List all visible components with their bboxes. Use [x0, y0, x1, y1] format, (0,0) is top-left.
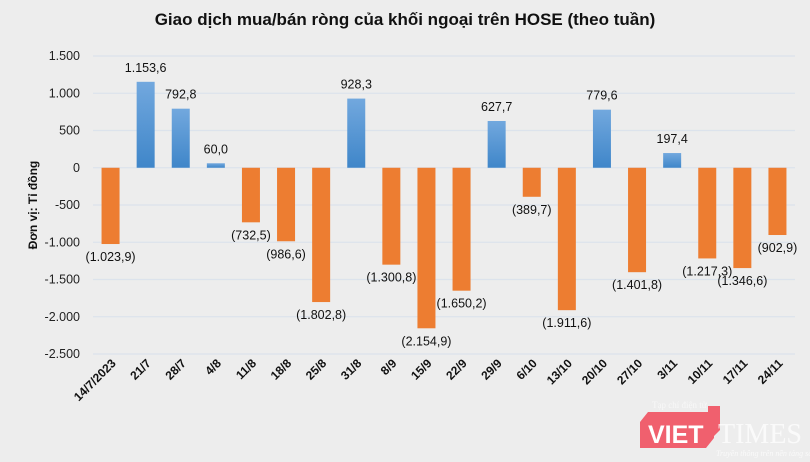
watermark-tagline-bottom: Truyền thông trên nền tảng số — [716, 449, 810, 458]
data-label: (986,6) — [266, 247, 306, 261]
data-label: 197,4 — [657, 132, 688, 146]
data-label: (2.154,9) — [401, 334, 451, 348]
bar — [241, 167, 260, 223]
x-tick-label: 28/7 — [162, 356, 189, 383]
data-label: (389,7) — [512, 203, 552, 217]
data-label: 928,3 — [341, 78, 372, 92]
x-tick-label: 6/10 — [513, 356, 540, 383]
y-axis-label: Đơn vị: Tỉ đồng — [26, 161, 40, 250]
y-tick-label: 1.000 — [49, 86, 80, 100]
data-label: (902,9) — [758, 241, 798, 255]
data-label: 1.153,6 — [125, 61, 167, 75]
bar — [101, 167, 120, 245]
y-tick-label: 1.500 — [49, 49, 80, 63]
bar — [487, 120, 506, 168]
data-label: (1.023,9) — [86, 250, 136, 264]
x-tick-label: 15/9 — [408, 356, 435, 383]
x-tick-label: 31/8 — [338, 356, 365, 383]
y-tick-label: 0 — [73, 161, 80, 175]
x-tick-label: 17/11 — [720, 356, 751, 387]
bar — [592, 109, 611, 168]
bar — [347, 98, 366, 168]
x-tick-label: 20/10 — [579, 356, 610, 387]
data-label: (1.217,3) — [682, 264, 732, 278]
x-tick-label: 13/10 — [544, 356, 575, 387]
data-label: 792,8 — [165, 88, 196, 102]
y-tick-label: -2.000 — [45, 310, 80, 324]
data-label: (1.802,8) — [296, 308, 346, 322]
bar — [733, 167, 752, 269]
x-tick-label: 4/8 — [202, 356, 224, 378]
data-label: 60,0 — [204, 142, 228, 156]
chart-title: Giao dịch mua/bán ròng của khối ngoại tr… — [154, 10, 656, 29]
x-tick-label: 22/9 — [443, 356, 470, 383]
x-tick-label: 11/8 — [233, 356, 259, 382]
data-label: (1.401,8) — [612, 278, 662, 292]
bar — [452, 167, 471, 291]
data-label: 779,6 — [586, 89, 617, 103]
x-tick-label: 25/8 — [303, 356, 330, 383]
bar — [206, 163, 225, 168]
watermark-brand: VIET — [648, 421, 704, 449]
x-tick-label: 18/8 — [268, 356, 295, 383]
bar — [277, 167, 296, 242]
bar — [768, 167, 787, 236]
y-tick-label: 500 — [59, 124, 80, 138]
x-tick-label: 27/10 — [614, 356, 645, 387]
data-label: (732,5) — [231, 228, 271, 242]
y-tick-label: -500 — [55, 198, 80, 212]
bar — [698, 167, 717, 259]
data-label: (1.300,8) — [366, 271, 416, 285]
x-tick-label: 29/9 — [478, 356, 505, 383]
bar — [171, 108, 190, 168]
bar — [663, 153, 682, 168]
data-label: (1.650,2) — [437, 297, 487, 311]
bar — [382, 167, 401, 265]
x-tick-label: 10/11 — [685, 356, 716, 387]
data-label: (1.346,6) — [717, 274, 767, 288]
x-tick-label: 21/7 — [127, 356, 154, 383]
x-tick-label: 24/11 — [755, 356, 786, 387]
watermark-brand2: TIMES — [718, 419, 802, 450]
data-label: (1.911,6) — [542, 316, 591, 330]
watermark-tagline-top: Tạp chí điện tử — [652, 400, 708, 410]
bar — [628, 167, 647, 273]
bar — [522, 167, 541, 197]
y-tick-label: -2.500 — [45, 347, 80, 361]
bar — [417, 167, 436, 329]
x-tick-label: 14/7/2023 — [71, 356, 119, 404]
x-tick-label: 3/11 — [654, 356, 680, 382]
bar — [557, 167, 576, 311]
bar — [312, 167, 331, 303]
y-tick-label: -1.500 — [45, 273, 80, 287]
data-label: 627,7 — [481, 100, 512, 114]
bar — [136, 81, 155, 168]
viettimes-watermark-logo: Tạp chí điện tử VIET TIMES Truyền thông … — [640, 400, 810, 458]
y-tick-label: -1.000 — [45, 235, 80, 249]
x-tick-label: 8/9 — [378, 356, 400, 378]
